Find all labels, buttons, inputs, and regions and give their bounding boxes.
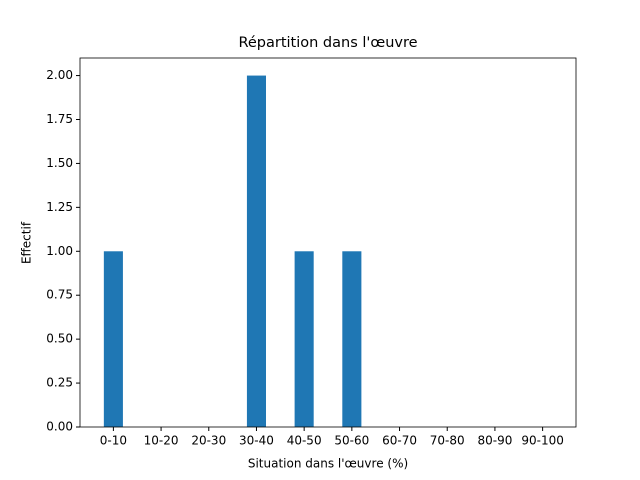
x-tick-label: 30-40: [239, 434, 274, 448]
y-axis-label: Effectif: [20, 221, 34, 264]
y-tick-label: 1.25: [46, 200, 73, 214]
y-tick-label: 0.00: [46, 420, 73, 434]
y-tick-label: 1.50: [46, 156, 73, 170]
x-tick-label: 60-70: [382, 434, 417, 448]
x-tick-label: 50-60: [334, 434, 369, 448]
y-tick-label: 2.00: [46, 68, 73, 82]
plot-frame: [79, 57, 577, 428]
y-tick-label: 1.00: [46, 244, 73, 258]
y-tick-label: 0.25: [46, 376, 73, 390]
x-tick-label: 90-100: [521, 434, 564, 448]
x-tick-label: 80-90: [477, 434, 512, 448]
y-tick-label: 0.75: [46, 288, 73, 302]
bar: [342, 251, 362, 427]
x-tick-label: 0-10: [100, 434, 127, 448]
bar: [246, 75, 266, 428]
x-axis-label: Situation dans l'œuvre (%): [248, 457, 408, 471]
x-tick-label: 20-30: [191, 434, 226, 448]
x-tick-label: 10-20: [144, 434, 179, 448]
x-tick-label: 40-50: [287, 434, 322, 448]
bar: [294, 251, 314, 427]
bar: [103, 251, 123, 427]
y-tick-label: 1.75: [46, 112, 73, 126]
chart-title: Répartition dans l'œuvre: [238, 35, 417, 51]
x-tick-label: 70-80: [430, 434, 465, 448]
y-tick-label: 0.50: [46, 332, 73, 346]
